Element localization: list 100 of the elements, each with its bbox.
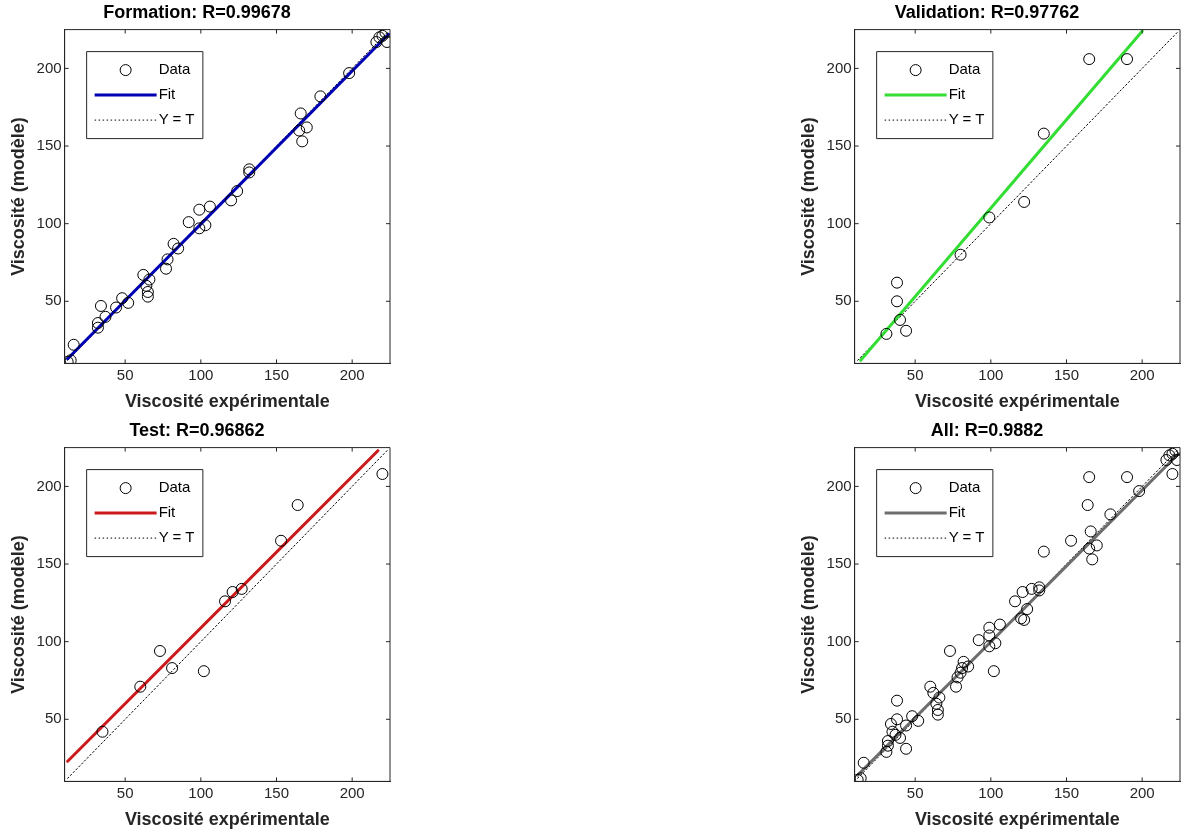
point	[293, 124, 306, 137]
point	[954, 248, 967, 261]
point	[219, 595, 232, 608]
y-tick-label: 150	[826, 136, 852, 154]
point	[1037, 127, 1050, 140]
point	[91, 317, 104, 330]
point	[1121, 53, 1134, 66]
point	[296, 135, 309, 148]
legend-label: Data	[948, 60, 981, 78]
x-tick-label: 150	[1053, 365, 1080, 383]
point	[1083, 53, 1096, 66]
x-tick-label: 100	[978, 365, 1004, 383]
point	[134, 680, 147, 693]
point	[91, 321, 104, 334]
x-axis-title: Viscosité expérimentale	[124, 391, 330, 412]
x-tick-label: 150	[263, 783, 290, 801]
y-axis-title: Viscosité (modèle)	[797, 117, 818, 276]
point	[235, 582, 248, 595]
point	[343, 67, 356, 80]
point	[182, 216, 195, 229]
y-tick-label: 200	[826, 58, 852, 76]
y-tick-label: 200	[826, 476, 852, 494]
legend-label: Data	[158, 60, 191, 78]
point	[894, 313, 907, 326]
point	[167, 237, 180, 250]
legend-label: Data	[948, 478, 981, 496]
y-tick-label: 200	[36, 58, 62, 76]
point	[275, 534, 288, 547]
point	[141, 290, 154, 303]
point	[140, 279, 153, 292]
x-tick-label: 50	[906, 783, 924, 801]
x-axis-title: Viscosité expérimentale	[124, 809, 330, 830]
y-tick-label: 100	[36, 631, 62, 649]
x-tick-label: 50	[116, 783, 134, 801]
point	[225, 194, 238, 207]
chart-title: Test: R=0.96862	[129, 419, 265, 440]
y-tick-label: 50	[834, 709, 852, 727]
point	[99, 310, 112, 323]
point	[153, 644, 166, 657]
point	[110, 301, 123, 314]
point	[231, 185, 244, 198]
legend-label: Fit	[158, 85, 177, 103]
point	[294, 107, 307, 120]
x-tick-label: 200	[1129, 783, 1155, 801]
x-tick-label: 200	[1129, 365, 1155, 383]
legend-label: Y = T	[158, 110, 195, 128]
point	[891, 276, 903, 289]
x-tick-label: 50	[906, 365, 924, 383]
legend-label: Fit	[158, 503, 177, 521]
x-tick-label: 200	[339, 783, 365, 801]
y-tick-label: 100	[826, 213, 852, 231]
y-tick-label: 100	[826, 631, 852, 649]
point	[376, 467, 389, 480]
chart-title: Formation: R=0.99678	[103, 1, 291, 22]
point	[370, 36, 383, 49]
chart-title: Validation: R=0.97762	[894, 1, 1080, 22]
x-tick-label: 50	[116, 365, 134, 383]
point	[122, 296, 135, 309]
x-tick-label: 100	[188, 783, 214, 801]
point	[203, 200, 216, 213]
point	[891, 295, 903, 308]
legend-label: Y = T	[948, 110, 985, 128]
y-tick-label: 100	[36, 213, 62, 231]
y-tick-label: 150	[826, 554, 852, 572]
point	[143, 273, 156, 286]
chart-title: All: R=0.9882	[930, 419, 1044, 440]
y-axis-title: Viscosité (modèle)	[7, 117, 28, 276]
point	[197, 665, 210, 678]
point	[193, 222, 206, 235]
point	[166, 662, 179, 675]
point	[1018, 195, 1031, 208]
point	[193, 203, 206, 216]
x-tick-label: 100	[188, 365, 214, 383]
point	[900, 324, 913, 337]
point	[314, 90, 327, 103]
legend-label: Y = T	[158, 528, 195, 546]
y-axis-title: Viscosité (modèle)	[797, 535, 818, 694]
point	[226, 585, 239, 598]
point	[291, 499, 304, 512]
x-tick-label: 100	[978, 783, 1004, 801]
point	[199, 219, 212, 232]
x-tick-label: 200	[339, 365, 365, 383]
y-tick-label: 50	[834, 291, 852, 309]
legend-label: Y = T	[948, 528, 985, 546]
point	[116, 292, 129, 305]
point	[96, 725, 109, 738]
point	[300, 121, 313, 134]
y-axis-title: Viscosité (modèle)	[7, 535, 28, 694]
x-axis-title: Viscosité expérimentale	[914, 391, 1120, 412]
x-tick-label: 150	[1053, 783, 1080, 801]
x-tick-label: 150	[263, 365, 290, 383]
y-tick-label: 200	[36, 476, 62, 494]
point	[983, 211, 996, 224]
legend-label: Fit	[948, 503, 967, 521]
point	[160, 262, 173, 275]
point	[94, 299, 107, 312]
legend-label: Fit	[948, 85, 967, 103]
legend-label: Data	[158, 478, 191, 496]
point	[880, 327, 893, 340]
point	[137, 268, 150, 281]
